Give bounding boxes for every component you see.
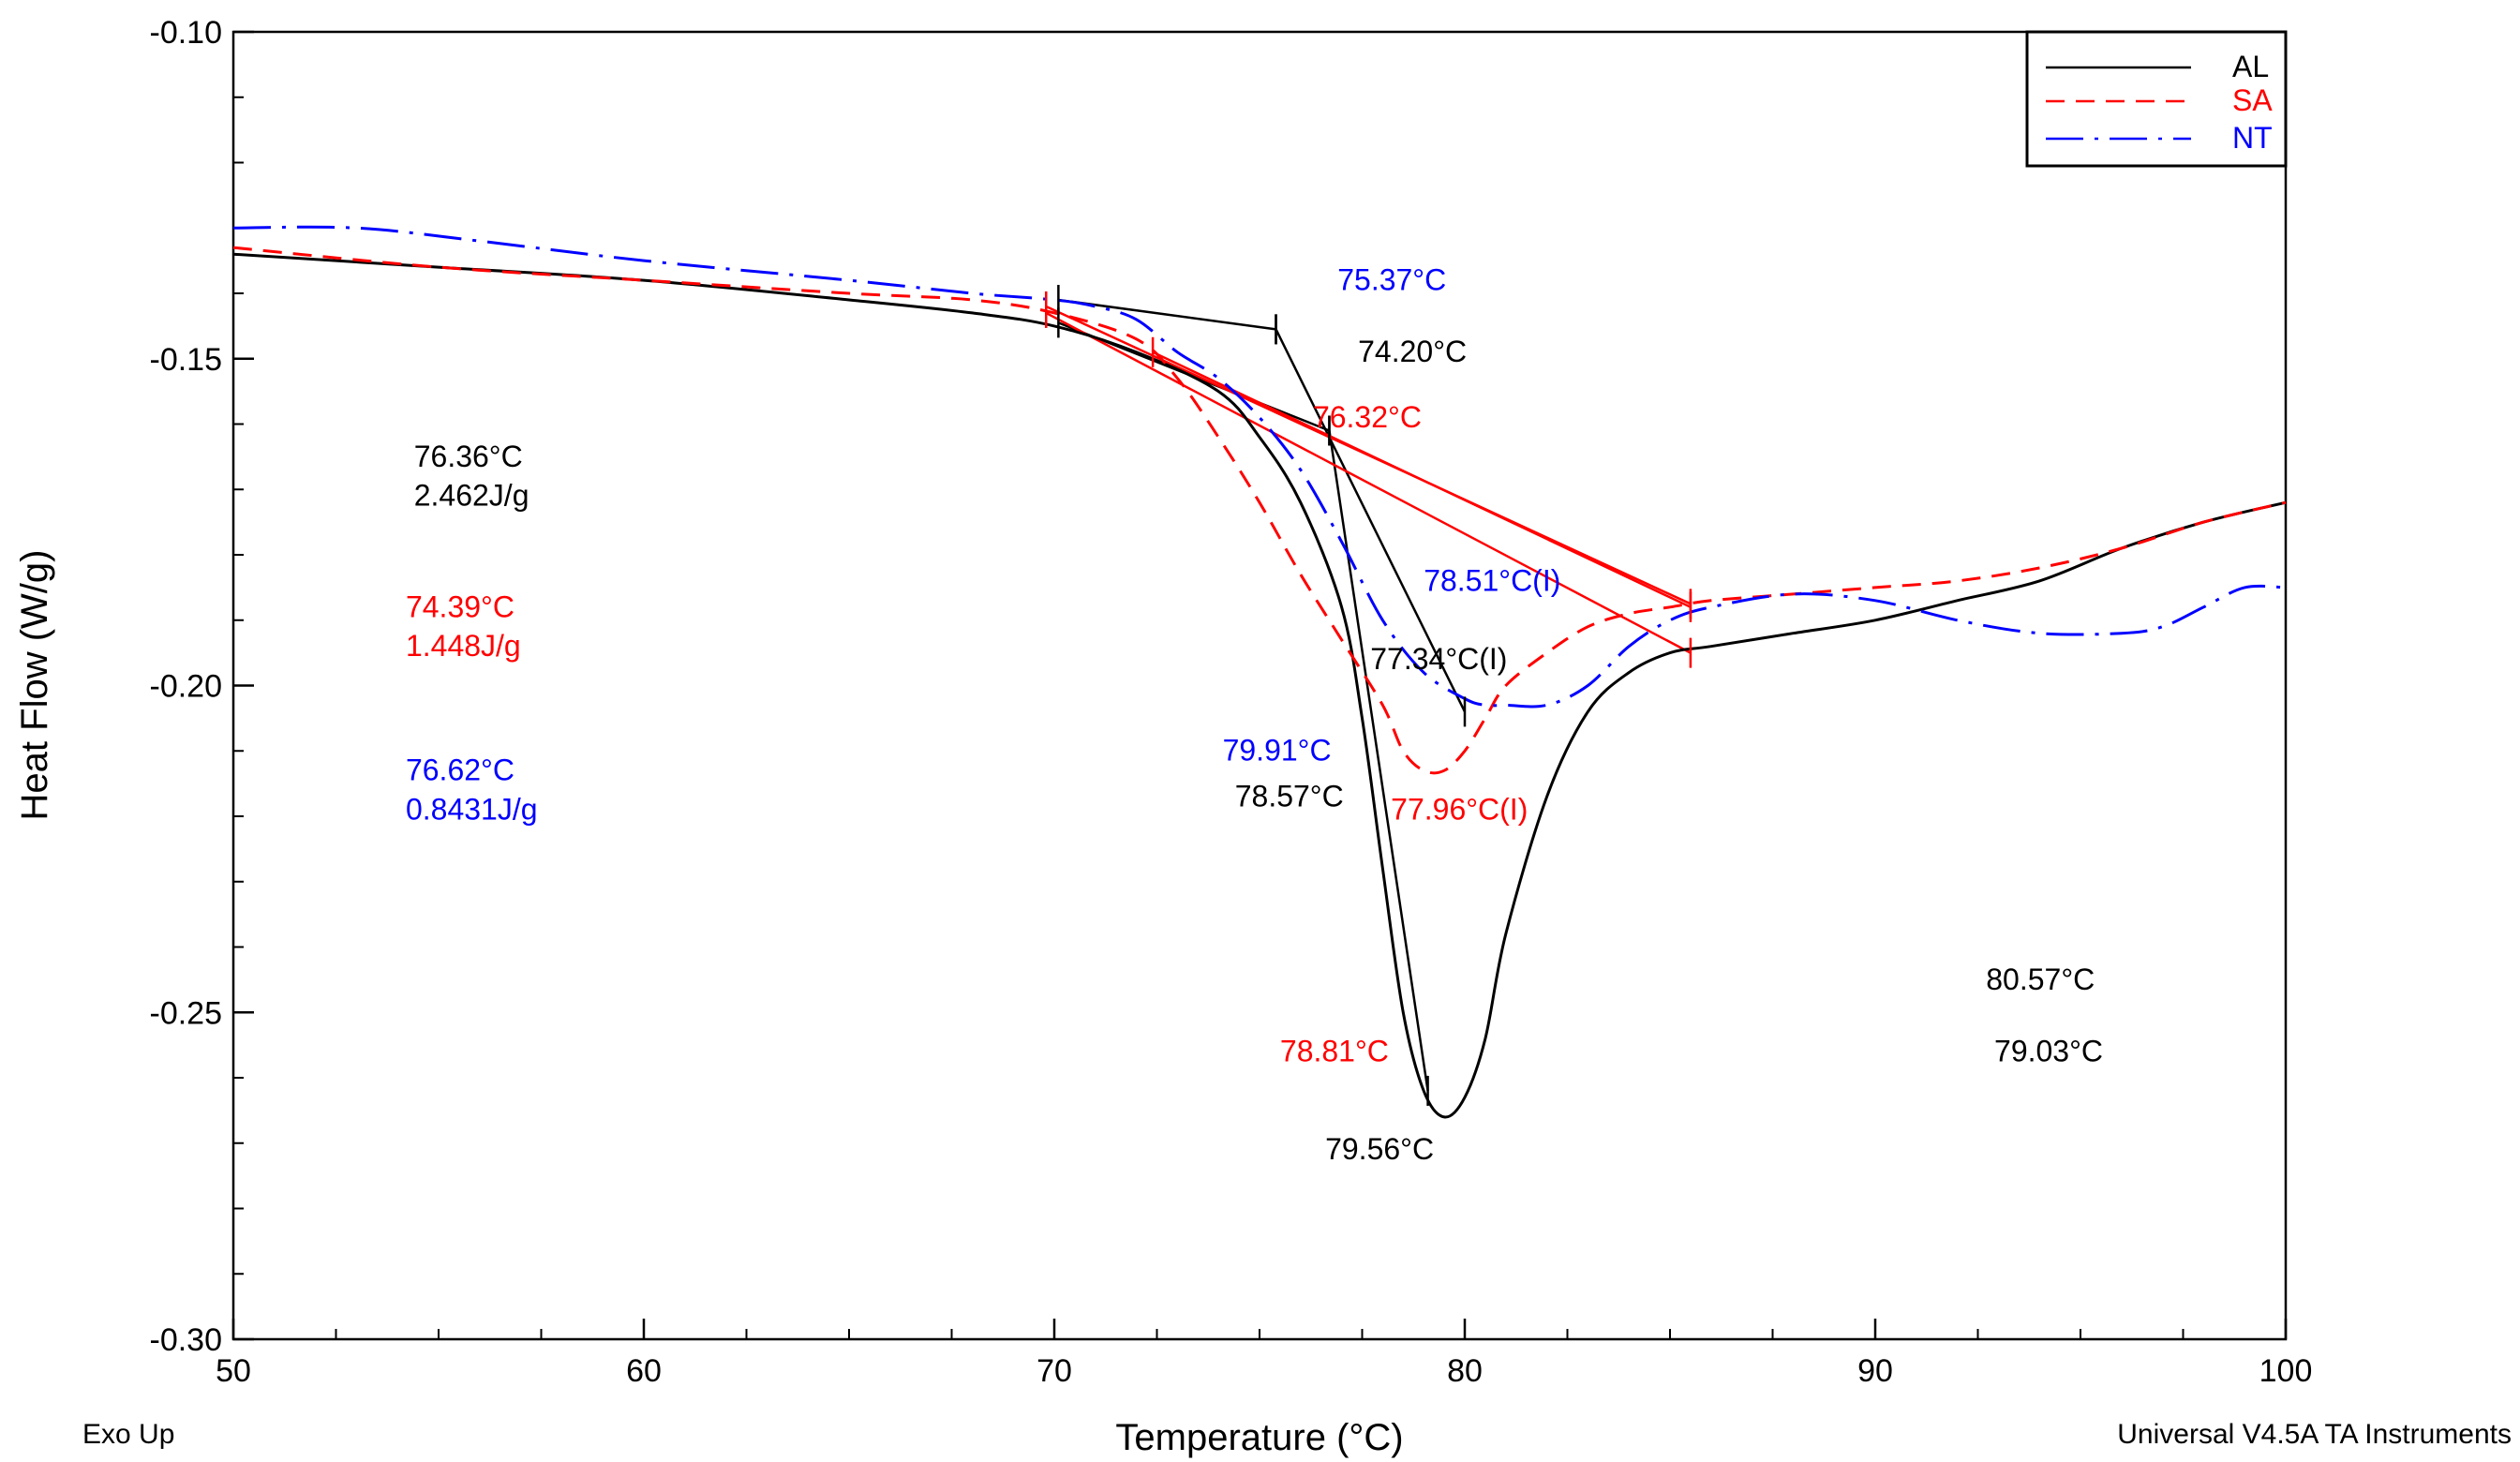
construction-line bbox=[1275, 328, 1467, 712]
annotation-label: 76.62°C bbox=[406, 753, 514, 787]
x-tick-label: 70 bbox=[1036, 1353, 1072, 1389]
construction-line bbox=[1152, 351, 1692, 608]
construction-line bbox=[1058, 298, 1276, 331]
annotation-label: 77.96°C(I) bbox=[1391, 792, 1528, 826]
annotation-label: 76.36°C bbox=[414, 440, 523, 473]
y-tick-label: -0.25 bbox=[150, 995, 223, 1031]
construction-line bbox=[1045, 311, 1692, 654]
exo-up-label: Exo Up bbox=[82, 1419, 174, 1450]
x-tick-label: 90 bbox=[1857, 1353, 1893, 1389]
annotation-label: 74.39°C bbox=[406, 589, 514, 623]
annotation-label: 76.32°C bbox=[1313, 400, 1422, 434]
series-line-sa bbox=[232, 246, 2287, 775]
annotation-label: 78.81°C bbox=[1280, 1035, 1389, 1068]
y-tick-label: -0.20 bbox=[150, 669, 223, 705]
analysis-markers bbox=[1044, 284, 1692, 1106]
annotation-label: 79.56°C bbox=[1325, 1132, 1434, 1166]
annotation-label: 79.91°C bbox=[1223, 734, 1332, 768]
annotation-label: 2.462J/g bbox=[414, 479, 529, 513]
x-axis-ticks: 50 60 70 80 90 100 bbox=[216, 1319, 2312, 1389]
y-tick-label: -0.15 bbox=[150, 342, 223, 378]
x-tick-label: 50 bbox=[216, 1353, 251, 1389]
legend-label-al: AL bbox=[2232, 50, 2269, 83]
x-tick-label: 80 bbox=[1447, 1353, 1483, 1389]
plot-frame bbox=[231, 30, 2288, 1341]
x-tick-label: 100 bbox=[2259, 1353, 2313, 1389]
annotation-label: 77.34°C(I) bbox=[1370, 642, 1507, 676]
series-line-nt bbox=[232, 225, 2287, 709]
y-axis-ticks: -0.30 -0.25 -0.20 -0.15 -0.10 bbox=[150, 15, 254, 1358]
legend-box bbox=[2025, 30, 2288, 168]
minor-ticks bbox=[233, 96, 2184, 1339]
legend-label-nt: NT bbox=[2232, 121, 2273, 155]
y-tick-label: -0.10 bbox=[150, 15, 223, 51]
annotation-label: 78.57°C bbox=[1235, 780, 1344, 813]
annotation-label: 1.448J/g bbox=[406, 629, 521, 663]
legend: AL SA NT bbox=[2025, 30, 2288, 168]
annotation-label: 74.20°C bbox=[1358, 335, 1467, 368]
annotation-label: 78.51°C(I) bbox=[1424, 563, 1560, 597]
x-tick-label: 60 bbox=[626, 1353, 662, 1389]
annotation-label: 75.37°C bbox=[1337, 263, 1446, 297]
annotation-label: 80.57°C bbox=[1986, 962, 2095, 996]
annotation-label: 0.8431J/g bbox=[406, 792, 538, 826]
instrument-label: Universal V4.5A TA Instruments bbox=[2117, 1419, 2512, 1450]
x-axis-title: Temperature (°C) bbox=[1115, 1417, 1403, 1458]
series-lines bbox=[232, 225, 2287, 1119]
analysis-construction-lines bbox=[1045, 298, 1692, 1092]
construction-line bbox=[1328, 430, 1429, 1092]
y-tick-label: -0.30 bbox=[150, 1322, 223, 1358]
legend-label-sa: SA bbox=[2232, 83, 2273, 117]
annotation-label: 79.03°C bbox=[1994, 1035, 2103, 1068]
series-line-al bbox=[232, 252, 2287, 1119]
y-axis-title: Heat Flow (W/g) bbox=[14, 550, 55, 821]
annotations: 76.36°C 2.462J/g 74.39°C 1.448J/g 76.62°C 0.8… bbox=[406, 263, 2103, 1167]
